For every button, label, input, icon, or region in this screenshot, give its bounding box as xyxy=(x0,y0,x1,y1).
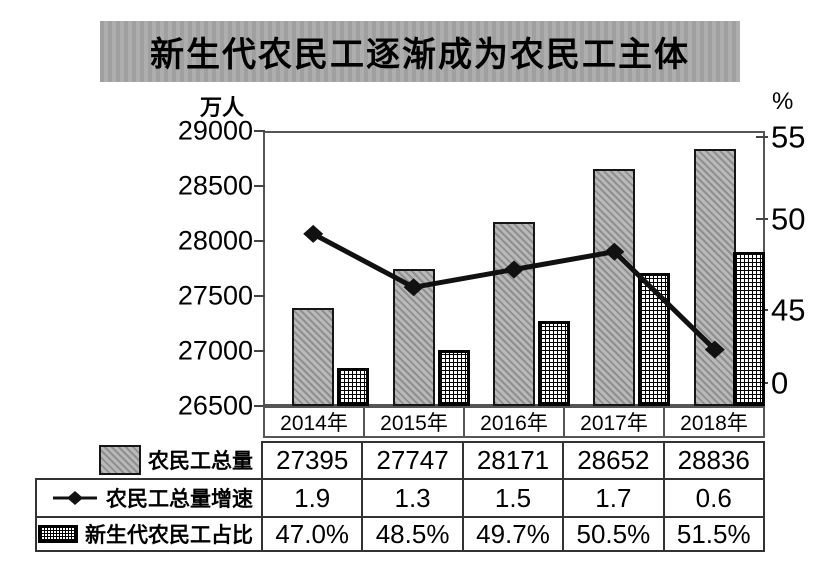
year-label-2018年: 2018年 xyxy=(663,408,763,436)
proportion-bar-2016年 xyxy=(538,321,570,406)
chart-title-banner: 新生代农民工逐渐成为农民工主体 xyxy=(100,21,740,82)
data-table: 农民工总量 27395 27747 28171 28652 28836 农民工总量增速 1.9… xyxy=(35,441,765,552)
table-cell: 1.5 xyxy=(463,480,565,518)
left-axis-tick-label: 27500 xyxy=(177,280,253,311)
table-cell: 28836 xyxy=(664,441,765,480)
left-axis-tick-mark xyxy=(254,130,265,132)
legend-label-cell: 新生代农民工占比 xyxy=(35,518,263,552)
left-axis-tick-label: 28000 xyxy=(177,225,253,256)
right-axis-tick-label: 50 xyxy=(771,201,806,237)
total-bar-2016年 xyxy=(493,222,535,406)
total-bar-2014年 xyxy=(292,307,335,406)
right-axis-tick-mark xyxy=(756,218,768,220)
year-label-2016年: 2016年 xyxy=(463,408,563,436)
table-cell: 28652 xyxy=(564,441,665,480)
table-cell: 27747 xyxy=(363,441,464,480)
left-axis-tick-mark xyxy=(254,185,265,187)
table-cell: 1.7 xyxy=(564,480,665,518)
table-cell: 48.5% xyxy=(363,518,464,552)
total-bar-2018年 xyxy=(693,149,736,406)
table-cell: 1.3 xyxy=(363,480,464,518)
table-cell: 27395 xyxy=(263,441,364,480)
left-axis-tick-mark xyxy=(254,295,265,297)
row-label: 新生代农民工占比 xyxy=(85,524,253,547)
total-bar-2015年 xyxy=(392,268,435,406)
proportion-bar-legend-icon xyxy=(38,525,78,543)
row-label: 农民工总量增速 xyxy=(106,488,253,511)
row-label: 农民工总量 xyxy=(148,449,253,473)
left-axis-tick-label: 26500 xyxy=(177,390,253,421)
table-cell: 49.7% xyxy=(463,518,565,552)
legend-label-cell: 农民工总量增速 xyxy=(35,480,263,518)
left-axis-tick-mark xyxy=(254,240,265,242)
table-cell: 1.9 xyxy=(263,480,364,518)
year-label-2015年: 2015年 xyxy=(363,408,463,436)
proportion-bar-2018年 xyxy=(733,252,765,406)
table-cell: 0.6 xyxy=(664,480,765,518)
table-cell: 28171 xyxy=(463,441,565,480)
right-axis-tick-label: 45 xyxy=(771,292,806,328)
line-diamond-legend-icon xyxy=(53,491,97,505)
right-axis-tick-label: 0 xyxy=(771,365,789,401)
right-axis-tick-label: 55 xyxy=(771,119,806,155)
total-bar-legend-icon xyxy=(99,444,141,475)
table-cell: 51.5% xyxy=(664,518,765,552)
right-axis-tick-mark xyxy=(756,136,768,138)
x-axis-year-row: 2014年 2015年 2016年 2017年 2018年 xyxy=(263,406,765,438)
left-axis-tick-mark xyxy=(254,350,265,352)
total-bar-2017年 xyxy=(593,169,636,406)
left-axis-tick-label: 28500 xyxy=(177,170,253,201)
table-cell: 47.0% xyxy=(263,518,364,552)
left-axis-tick-label: 29000 xyxy=(177,115,253,146)
year-label-2017年: 2017年 xyxy=(563,408,663,436)
legend-label-cell: 农民工总量 xyxy=(35,441,263,480)
table-cell: 50.5% xyxy=(564,518,665,552)
proportion-bar-2015年 xyxy=(437,350,470,406)
proportion-bar-2014年 xyxy=(337,368,370,406)
proportion-bar-2017年 xyxy=(638,273,671,406)
left-axis-unit-label: 万人 xyxy=(200,95,245,120)
right-axis-unit-label: % xyxy=(772,88,794,115)
year-label-2014年: 2014年 xyxy=(280,412,348,435)
chart-title: 新生代农民工逐渐成为农民工主体 xyxy=(150,36,690,74)
left-axis-tick-label: 27000 xyxy=(177,335,253,366)
left-axis-tick-mark xyxy=(254,405,265,407)
